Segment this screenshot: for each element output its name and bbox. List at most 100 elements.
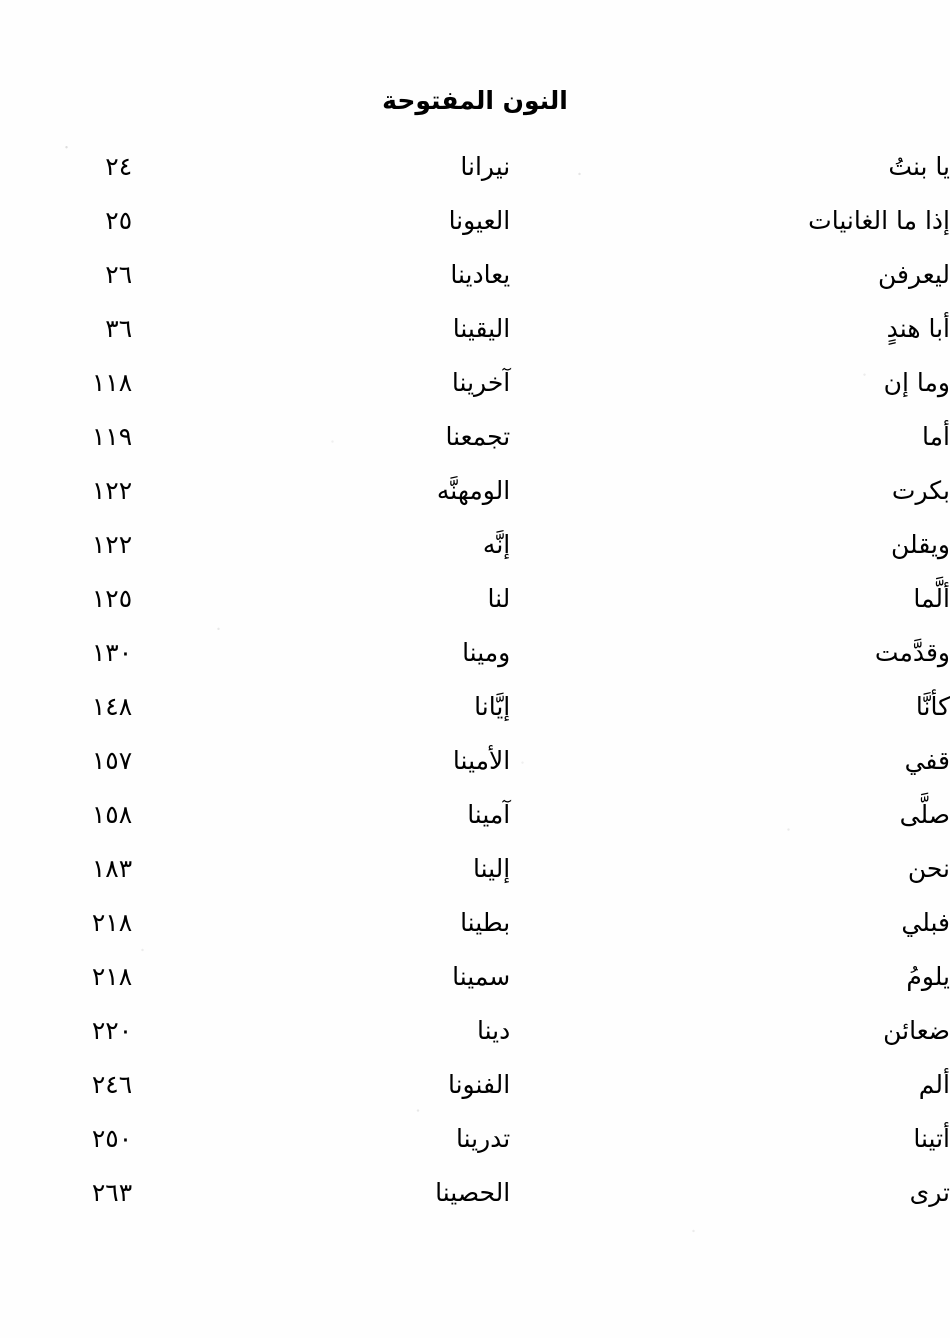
index-entry-cell: ويقلن (510, 518, 950, 572)
index-entry-text: وما إن (883, 367, 950, 397)
index-rhyme-text: إيَّانا (474, 691, 511, 721)
index-entry-text: أبا هندٍ (886, 313, 950, 343)
index-rhyme-cell: الفنونا (195, 1058, 510, 1112)
index-page-number-text: ٢٦٣ (91, 1177, 133, 1207)
index-page-number-text: ١١٩ (91, 421, 133, 451)
index-page-number-cell: ٢٢٠ (0, 1004, 195, 1058)
index-rhyme-text: الحصينا (435, 1177, 511, 1207)
index-rhyme-cell: العيونا (195, 194, 511, 248)
index-rhyme-text: الفنونا (447, 1069, 511, 1099)
index-page-number-text: ١٨٣ (91, 853, 133, 883)
index-entry-text: كأنَّا (915, 691, 950, 721)
index-row: أبا هندٍ اليقينا ٣٦ (0, 302, 950, 356)
index-entry-text: يلومُ (906, 961, 950, 991)
index-page-number-text: ٢٥ (105, 205, 133, 235)
index-entry-cell: ألَّما (510, 572, 950, 626)
index-page-number-cell: ٣٦ (0, 302, 195, 356)
index-rhyme-cell: ومينا (195, 626, 510, 680)
index-rhyme-text: الومهنَّه (436, 475, 511, 505)
index-rhyme-text: تجمعنا (445, 421, 511, 451)
index-row: فبلي بطينا ٢١٨ (0, 896, 950, 950)
index-entry-text: إذا ما الغانيات (808, 205, 950, 235)
index-page-number-cell: ١٨٣ (0, 842, 195, 896)
index-rhyme-cell: آمينا (195, 788, 510, 842)
index-row: بكرت الومهنَّه ١٢٢ (0, 464, 950, 518)
index-rhyme-cell: لنا (195, 572, 510, 626)
index-page-number-text: ١٥٨ (91, 799, 133, 829)
index-row: ليعرفن يعادينا ٢٦ (0, 248, 950, 302)
index-entry-cell: قفي (510, 734, 950, 788)
index-row: وما إن آخرينا ١١٨ (0, 356, 950, 410)
index-rhyme-cell: بطينا (195, 896, 510, 950)
index-entry-cell: صلَّى (510, 788, 950, 842)
index-entry-text: ليعرفن (878, 259, 950, 289)
index-rhyme-text: بطينا (460, 907, 511, 937)
index-entry-cell: أتينا (510, 1112, 950, 1166)
index-rhyme-cell: سمينا (195, 950, 510, 1004)
index-page-number-text: ٣٦ (105, 313, 133, 343)
index-table-body: يا بنتُ نيرانا ٢٤ إذا ما الغانيات العيونا ٢٥ ل… (0, 140, 950, 1220)
index-page-number-cell: ١٤٨ (0, 680, 195, 734)
index-page-number-text: ٢١٨ (91, 907, 133, 937)
index-page-number-cell: ٢٥ (0, 194, 195, 248)
index-rhyme-text: اليقينا (452, 313, 511, 343)
index-page-number-cell: ٢٦ (0, 248, 195, 302)
index-page-number-text: ١١٨ (91, 367, 133, 397)
index-entry-cell: ألم (510, 1058, 950, 1112)
index-entry-text: أتينا (913, 1123, 950, 1153)
index-rhyme-cell: تدرينا (195, 1112, 510, 1166)
index-entry-text: يا بنتُ (888, 151, 950, 181)
index-page-number-cell: ٢٥٠ (0, 1112, 195, 1166)
index-entry-cell: بكرت (510, 464, 950, 518)
index-rhyme-cell: الومهنَّه (195, 464, 510, 518)
index-rhyme-text: ومينا (462, 637, 511, 667)
index-row: يا بنتُ نيرانا ٢٤ (0, 140, 950, 194)
index-rhyme-cell: آخرينا (195, 356, 510, 410)
index-entry-text: ضعائن (883, 1015, 950, 1045)
index-rhyme-text: آمينا (467, 799, 511, 829)
index-page-number-text: ١٢٢ (91, 475, 133, 505)
index-page-number-cell: ١٣٠ (0, 626, 195, 680)
index-rhyme-cell: تجمعنا (195, 410, 510, 464)
index-entry-cell: يا بنتُ (510, 140, 950, 194)
index-row: نحن إلينا ١٨٣ (0, 842, 950, 896)
index-entry-cell: فبلي (510, 896, 950, 950)
index-rhyme-cell: إلينا (195, 842, 510, 896)
index-rhyme-text: دينا (476, 1015, 511, 1045)
page-title: النون المفتوحة (382, 86, 568, 115)
index-page-number-text: ١٥٧ (91, 745, 133, 775)
index-rhyme-text: إلينا (472, 853, 511, 883)
index-page-number-text: ٢٦ (105, 259, 133, 289)
index-page-number-text: ١٢٢ (91, 529, 133, 559)
index-page-number-cell: ١٢٥ (0, 572, 195, 626)
index-page-number-cell: ٢١٨ (0, 950, 195, 1004)
index-page-number-cell: ١٥٨ (0, 788, 195, 842)
index-page-number-cell: ١١٨ (0, 356, 195, 410)
index-page-number-cell: ٢٤٦ (0, 1058, 195, 1112)
index-rhyme-cell: دينا (195, 1004, 510, 1058)
index-entry-text: صلَّى (899, 799, 950, 829)
index-rhyme-cell: يعادينا (195, 248, 510, 302)
index-rhyme-text: الأمينا (452, 745, 511, 775)
index-rhyme-cell: الأمينا (195, 734, 510, 788)
index-row: إذا ما الغانيات العيونا ٢٥ (0, 194, 950, 248)
index-entry-cell: يلومُ (510, 950, 950, 1004)
index-page-number-cell: ٢١٨ (0, 896, 195, 950)
index-entry-cell: ليعرفن (510, 248, 950, 302)
index-rhyme-cell: إنَّه (195, 518, 510, 572)
index-page-number-text: ٢١٨ (91, 961, 133, 991)
index-entry-cell: ترى (510, 1166, 950, 1220)
index-rhyme-text: نيرانا (460, 151, 511, 181)
index-page-number-cell: ١١٩ (0, 410, 195, 464)
index-rhyme-text: تدرينا (455, 1123, 511, 1153)
index-rhyme-text: سمينا (452, 961, 511, 991)
index-entry-text: نحن (907, 853, 950, 883)
index-rhyme-cell: إيَّانا (195, 680, 510, 734)
index-page-number-text: ٢٥٠ (91, 1123, 133, 1153)
index-page-number-cell: ٢٦٣ (0, 1166, 195, 1220)
index-rhyme-cell: اليقينا (195, 302, 510, 356)
index-entry-cell: أبا هندٍ (510, 302, 950, 356)
index-entry-text: ألَّما (913, 583, 950, 613)
index-entry-cell: إذا ما الغانيات (510, 194, 950, 248)
index-row: كأنَّا إيَّانا ١٤٨ (0, 680, 950, 734)
